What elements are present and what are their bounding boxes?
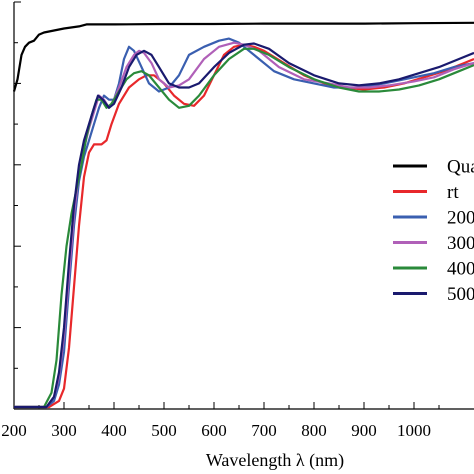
x-tick-label: 300: [51, 421, 77, 440]
x-axis-title: Wavelength λ (nm): [206, 450, 344, 471]
x-tick-label: 1000: [397, 421, 431, 440]
series-line-300: [14, 41, 474, 409]
series-line-rt: [14, 43, 474, 409]
legend-label-rt: rt: [447, 182, 459, 203]
legend-label-500: 500: [447, 284, 474, 305]
series-line-Qua: [12, 21, 474, 92]
series-line-400: [14, 47, 474, 409]
legend-label-400: 400: [447, 259, 474, 280]
legend: Qua rt 200 300 400 500: [393, 157, 474, 305]
x-tick-label: 600: [201, 421, 227, 440]
x-tick-label: 900: [351, 421, 377, 440]
series-line-500: [14, 42, 474, 409]
axes: 200 300 400 500 600 700 800 900 1000: [1, 1, 474, 440]
legend-label-200: 200: [447, 208, 474, 229]
x-tick-label: 800: [301, 421, 327, 440]
x-tick-label: 500: [151, 421, 177, 440]
x-tick-label: 200: [1, 421, 27, 440]
x-tick-label: 400: [101, 421, 127, 440]
legend-label-Qua: Qua: [447, 157, 474, 178]
series-line-200: [14, 37, 474, 409]
legend-label-300: 300: [447, 233, 474, 254]
x-tick-label: 700: [251, 421, 277, 440]
series-layer: [12, 21, 474, 409]
